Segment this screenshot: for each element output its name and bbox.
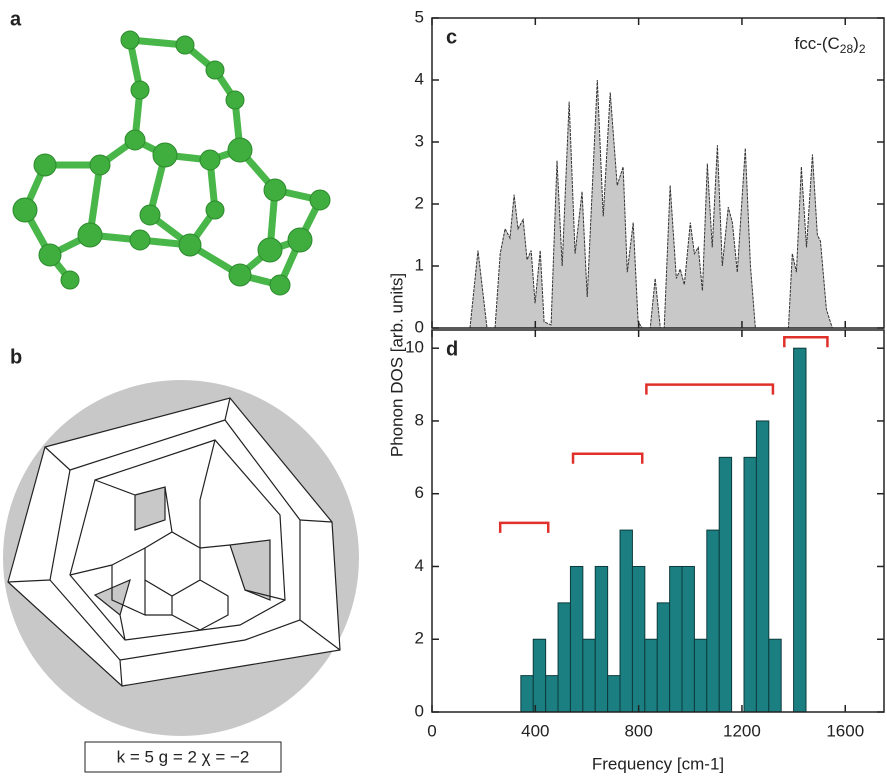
y-tick-label: 6	[415, 483, 424, 502]
bar	[583, 639, 595, 712]
x-tick-label: 800	[624, 721, 652, 740]
bracket	[646, 385, 773, 395]
bar	[657, 603, 669, 712]
x-tick-label: 1600	[826, 721, 864, 740]
annotation-part: 2	[859, 42, 866, 56]
bar	[546, 676, 558, 712]
y-axis-label: Phonon DOS [arb. units]	[387, 273, 406, 457]
bar	[670, 566, 682, 712]
bracket	[784, 337, 827, 347]
bracket	[573, 454, 642, 464]
bracket	[500, 523, 548, 533]
bar	[694, 639, 706, 712]
y-tick-label: 0	[415, 317, 424, 336]
figure: k = 5 g = 2 χ = −2 a b fcc-(C28)2Phonon …	[0, 0, 887, 779]
annotation: fcc-(C28)2	[794, 34, 865, 56]
y-tick-label: 2	[415, 193, 424, 212]
panel-label: c	[446, 26, 457, 48]
annotation-part: fcc-(C	[794, 34, 839, 53]
y-tick-label: 1	[415, 255, 424, 274]
bar	[632, 566, 644, 712]
surface-graph	[3, 380, 359, 736]
bar	[533, 639, 545, 712]
panel-caption: k = 5 g = 2 χ = −2	[117, 747, 250, 766]
bar	[558, 603, 570, 712]
dos-area	[470, 80, 832, 328]
bar	[645, 639, 657, 712]
y-tick-label: 8	[415, 410, 424, 429]
bar	[595, 566, 607, 712]
molecule-drawing	[13, 31, 330, 295]
x-tick-label: 1200	[723, 721, 761, 740]
x-tick-label: 0	[427, 721, 436, 740]
panel-label: d	[446, 338, 458, 360]
y-tick-label: 5	[415, 7, 424, 26]
x-axis-label: Frequency [cm-1]	[592, 754, 724, 773]
panel-label: a	[10, 8, 22, 30]
bar	[620, 530, 632, 712]
x-tick-label: 400	[521, 721, 549, 740]
y-tick-label: 4	[415, 556, 424, 575]
bar	[608, 676, 620, 712]
panel-label: b	[10, 346, 22, 368]
bar	[707, 530, 719, 712]
bar	[794, 348, 806, 712]
y-tick-label: 10	[405, 338, 424, 357]
bar	[756, 421, 768, 712]
y-tick-label: 3	[415, 131, 424, 150]
bar	[570, 566, 582, 712]
y-tick-label: 4	[415, 69, 424, 88]
bar	[682, 566, 694, 712]
y-tick-label: 0	[415, 701, 424, 720]
annotation-part: 28	[840, 42, 854, 56]
y-tick-label: 2	[415, 629, 424, 648]
bar	[769, 639, 781, 712]
bar	[719, 457, 731, 712]
bar	[744, 457, 756, 712]
bar	[521, 676, 533, 712]
